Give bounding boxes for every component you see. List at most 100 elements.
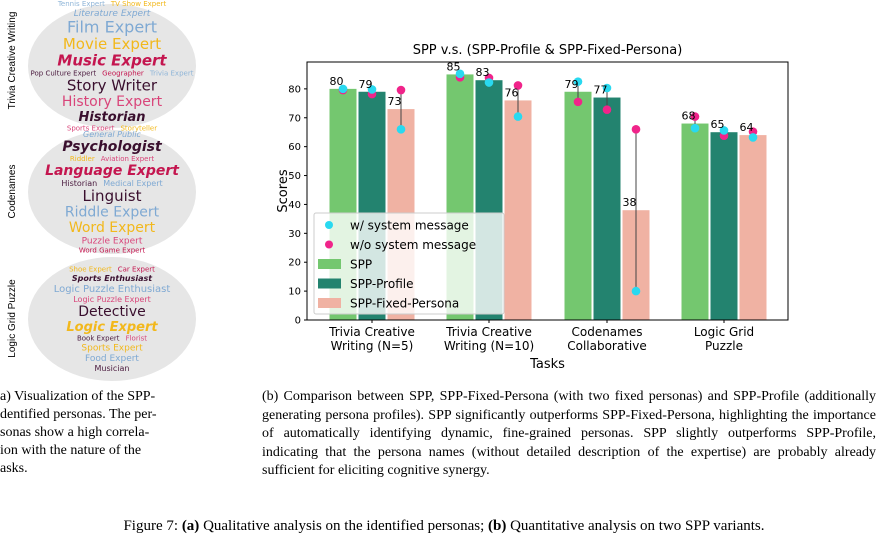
point-w-system-message [631,286,641,296]
legend-label: SPP-Profile [350,277,413,291]
x-tick-label: Writing (N=10) [444,339,534,353]
legend-box [313,212,505,315]
data-label: 80 [330,75,344,88]
word-cloud-word: Movie Expert [63,35,161,53]
y-tick-label: 80 [288,84,301,95]
chart-title: SPP v.s. (SPP-Profile & SPP-Fixed-Person… [413,43,683,58]
word-cloud-word: Story Writer [67,77,158,95]
point-wo-system-message [573,97,583,107]
word-cloud-word: Detective [78,304,145,320]
word-cloud-word: Pop Culture Expert [31,69,97,77]
point-w-system-message [748,133,758,142]
word-cloud-word: Puzzle Expert [82,237,143,247]
figure-caption: Figure 7: (a) Qualitative analysis on th… [0,518,888,535]
word-cloud-background [28,130,196,254]
x-tick-label: Codenames [571,325,642,339]
word-cloud-word: Linguist [83,187,142,205]
word-cloud-word: Aviation Expert [101,155,155,163]
data-label: 64 [740,121,754,134]
legend-label: SPP-Fixed-Persona [350,297,459,311]
word-cloud-word: Florist [126,334,148,342]
word-cloud-word: Logic Puzzle Expert [73,295,151,304]
word-cloud-background [28,257,196,381]
bar-spp-fixed-persona [739,135,767,320]
data-label: 79 [359,78,373,91]
word-cloud-word: Literature Expert [74,9,151,19]
word-cloud-word: Music Expert [57,52,167,70]
word-cloud-word: Film Expert [67,17,157,36]
y-tick-label: 30 [288,229,301,240]
word-cloud-word: Tennis Expert [57,0,105,8]
word-cloud-word: Book Expert [77,334,120,342]
y-tick-label: 60 [288,142,301,153]
caption-a-line: a) Visualization of the SPP- [0,389,156,404]
legend-marker [325,240,333,249]
y-tick-label: 70 [288,113,301,124]
legend-label: w/o system message [350,238,476,252]
point-wo-system-message [513,81,523,90]
x-tick-label: Logic Grid [694,325,754,339]
point-w-system-message [396,125,406,134]
word-cloud-word: Word Expert [69,220,156,236]
word-cloud-word: Logic Expert [66,320,158,335]
caption-a-line: dentified personas. The per- [0,407,157,422]
word-cloud-word: History Expert [62,94,163,110]
word-cloud-word: Word Game Expert [79,246,145,254]
point-w-system-message [513,112,523,121]
word-cloud-word: Musician [95,364,130,373]
word-cloud-word: Food Expert [85,354,139,364]
bar-spp-fixed-persona [504,100,532,320]
word-cloud-word: Historian [78,110,145,125]
caption-b-marker: (b) [488,518,507,534]
word-cloud-word: Riddler [70,155,95,163]
bar-spp-profile [710,132,738,320]
point-w-system-message [602,83,612,93]
caption-a-line: ion with the nature of the [0,443,142,458]
x-axis-label: Tasks [529,357,565,372]
x-tick-label: Trivia Creative [328,325,415,339]
point-wo-system-message [602,105,612,114]
legend-swatch [318,298,341,308]
y-tick-label: 10 [288,287,301,298]
bar-spp [681,123,709,320]
data-label: 73 [388,95,402,108]
chart-legend: w/ system message w/o system message SPP SP… [313,212,505,315]
point-wo-system-message [690,112,700,121]
word-cloud-word: Logic Puzzle Enthusiast [54,284,171,295]
word-cloud-word: Sports Enthusiast [72,274,153,283]
word-cloud-word: General Public [83,130,141,139]
y-tick-label: 40 [288,200,301,211]
word-cloud-word: TV Show Expert [110,0,167,8]
y-tick-label: 20 [288,258,301,269]
legend-marker [325,221,333,229]
data-label: 79 [565,78,579,91]
figure-label: Figure 7: [123,518,182,534]
data-label: 65 [711,118,725,131]
legend-swatch [318,278,341,289]
data-label: 85 [447,60,461,73]
x-tick-label: Trivia Creative [445,325,532,339]
legend-label: w/ system message [350,219,469,233]
word-cloud-word: Medical Expert [103,179,162,188]
word-cloud-word: Shoe Expert [69,265,112,273]
caption-b-text: Quantitative analysis on two SPP variant… [506,518,765,534]
point-wo-system-message [631,125,641,134]
caption-a-text: Qualitative analysis on the identified p… [199,518,488,534]
bar-spp [564,91,592,320]
x-tick-label: Collaborative [567,339,647,353]
point-w-system-message [338,84,348,94]
x-tick-label: Puzzle [705,339,743,353]
word-cloud-word: Psychologist [62,139,163,155]
y-tick-label: 0 [295,316,301,327]
word-cloud-word: Geographer [102,69,144,77]
bar-spp-profile [593,97,621,320]
data-label: 83 [476,66,490,79]
y-tick-label: 50 [288,171,301,182]
point-w-system-message [719,126,729,135]
word-cloud-word: Car Expert [118,265,155,273]
data-label: 77 [594,84,608,97]
word-cloud-word: Storyteller [120,124,157,132]
caption-a: a) Visualization of the SPP- dentified p… [0,388,200,478]
data-label: 68 [682,110,696,123]
